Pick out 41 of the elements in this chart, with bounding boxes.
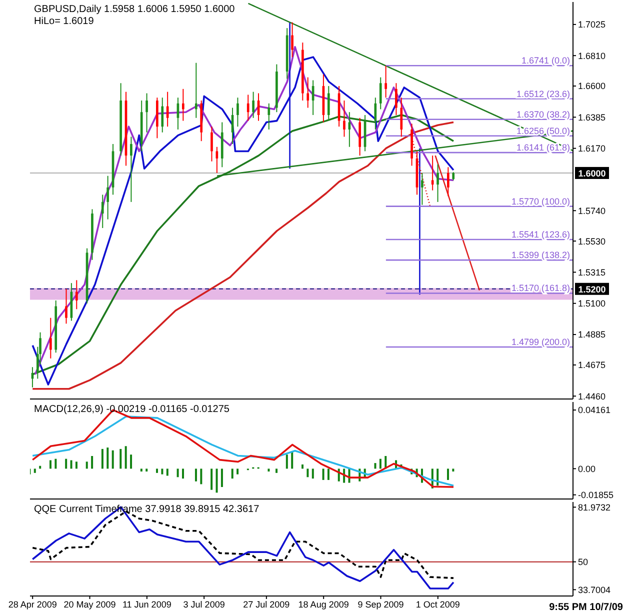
y-tick-label: 0.04161 bbox=[578, 405, 611, 416]
y-tick-label: 1.5530 bbox=[578, 236, 606, 246]
y-tick-label: -0.01855 bbox=[578, 490, 614, 500]
annotation: 1.6141 (61.8) bbox=[516, 142, 570, 153]
annotation: 1.5770 (100.0) bbox=[511, 196, 570, 206]
x-tick-label: 3 Jul 2009 bbox=[183, 599, 225, 610]
y-tick-label: 1.6600 bbox=[578, 81, 606, 92]
y-tick-label: 1.4460 bbox=[578, 391, 606, 402]
ref-line-label: 1.5200 bbox=[578, 284, 606, 294]
y-tick-label: 1.5740 bbox=[578, 206, 606, 216]
x-tick-label: 18 Aug 2009 bbox=[298, 599, 349, 610]
y-tick-label: 33.7004 bbox=[578, 584, 611, 595]
y-tick-label: 1.5100 bbox=[578, 298, 606, 309]
x-tick-label: 27 Jul 2009 bbox=[243, 599, 290, 610]
x-tick-label: 9 Sep 2009 bbox=[358, 599, 404, 610]
y-tick-label: 1.6810 bbox=[578, 50, 606, 61]
x-tick-label: 11 Jun 2009 bbox=[122, 599, 172, 610]
y-tick-label: 1.4885 bbox=[578, 330, 606, 340]
y-tick-label: 1.4675 bbox=[578, 360, 606, 370]
annotation: 1.6512 (23.6) bbox=[516, 88, 570, 99]
ref-line-label: 1.6000 bbox=[578, 168, 606, 178]
y-tick-label: 1.5315 bbox=[578, 267, 606, 278]
annotation: 1.4799 (200.0) bbox=[511, 336, 570, 347]
x-tick-label: 1 Oct 2009 bbox=[416, 599, 460, 610]
annotation: 1.5541 (123.6) bbox=[511, 229, 570, 240]
x-tick-label: 20 May 2009 bbox=[64, 599, 116, 610]
y-tick-label: 0.00 bbox=[578, 464, 596, 474]
chart-title: MACD(12,26,9) -0.00219 -0.01165 -0.01275 bbox=[34, 404, 230, 415]
x-tick-label: 28 Apr 2009 bbox=[8, 599, 57, 610]
y-tick-label: 1.6385 bbox=[578, 112, 606, 122]
annotation: 1.5399 (138.2) bbox=[511, 250, 570, 260]
chart-title: GBPUSD,Daily 1.5958 1.6006 1.5950 1.6000 bbox=[34, 4, 235, 15]
annotation: 1.6370 (38.2) bbox=[516, 109, 570, 120]
annotation: 1.5170 (161.8) bbox=[511, 283, 570, 294]
y-tick-label: 81.9732 bbox=[578, 502, 611, 512]
text: HiLo= 1.6019 bbox=[34, 16, 94, 27]
y-tick-label: 1.6170 bbox=[578, 144, 606, 154]
y-tick-label: 50 bbox=[578, 557, 588, 568]
y-tick-label: 1.7025 bbox=[578, 20, 606, 30]
text: 9:55 PM 10/7/09 bbox=[549, 602, 623, 613]
annotation: 1.6741 (0.0) bbox=[521, 56, 570, 66]
